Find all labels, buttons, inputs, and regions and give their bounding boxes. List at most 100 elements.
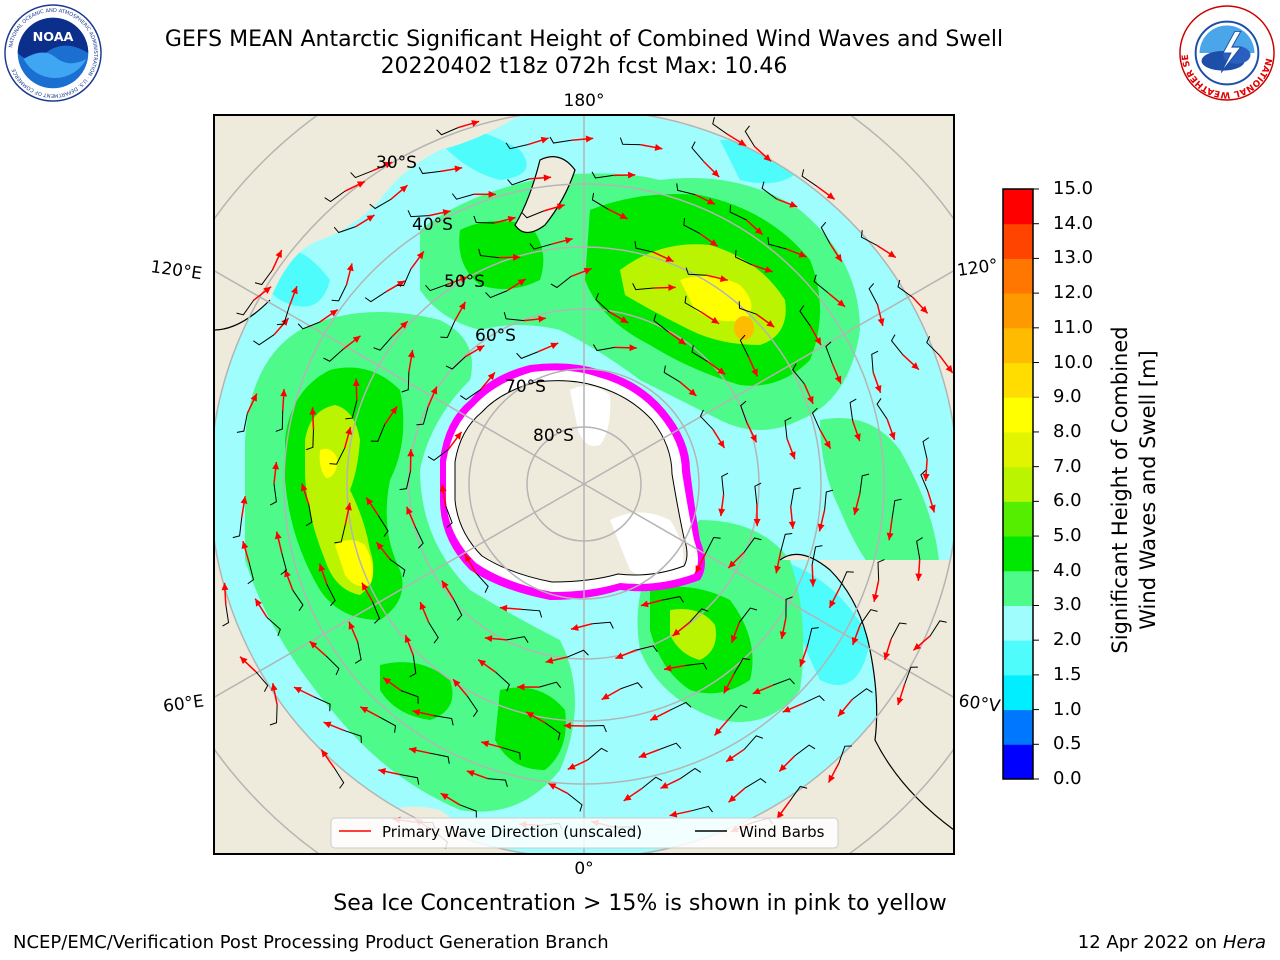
colorbar-segment [1003,605,1033,641]
wind-barb [354,641,362,664]
wind-barb [428,622,439,644]
wind-barb [784,417,792,439]
wind-barb [876,398,888,420]
wave-arrow-head [669,810,678,818]
wave-arrow-head [763,153,772,162]
wave-arrow-head [400,321,408,329]
wave-arrow-head [585,135,594,143]
colorbar-tick-label: 11.0 [1053,316,1094,338]
colorbar-label: Significant Height of Combined Wind Wave… [1108,326,1160,653]
wave-arrow-head [274,531,282,540]
wind-barb [904,666,918,685]
wind-barb [859,473,870,494]
colorbar-tick-label: 1.5 [1053,663,1082,685]
wave-arrow-head [412,709,421,716]
wind-barb [743,735,764,750]
wave-arrow-head [300,483,308,492]
wind-barb [920,469,929,492]
wind-barb [811,407,821,430]
colorbar-tick-label: 14.0 [1053,212,1094,234]
wave-arrow-head [538,315,546,323]
colorbar-segment [1003,327,1033,364]
wind-barb [453,598,463,621]
wave-arrow-head [352,335,361,343]
wave-arrow-head [668,284,676,292]
wind-barb [740,400,748,423]
wind-barb [792,363,805,385]
colorbar-tick-label: 2.0 [1053,629,1082,651]
wind-barb [641,776,663,789]
wave-arrow-head [352,378,360,386]
lat-label-40s: 40°S [412,215,453,235]
wind-barb [247,562,255,585]
wave-arrow-head [323,721,332,729]
wave-arrow-head [563,722,571,730]
wave-arrow-head [384,161,393,169]
wave-arrow-head [318,563,326,572]
wind-barb [396,268,412,287]
wind-barb [592,621,614,629]
wind-barb [683,218,700,234]
wave-arrow-head [663,664,672,672]
wave-arrow-head [263,286,272,294]
footer-date: 12 Apr 2022 on Hera [1078,932,1266,953]
wind-barb [705,536,721,554]
wind-barb [236,299,255,316]
wind-barb [466,695,478,717]
wave-arrow-head [291,286,298,295]
wave-arrow-head [499,604,508,612]
wave-arrow-head [419,602,427,611]
wind-barb [280,552,287,575]
wave-arrow-head [513,253,521,261]
wave-arrow-head [695,565,702,574]
wave-arrow-head [623,793,632,801]
colorbar-tick-label: 0.5 [1053,733,1082,755]
wind-barb [790,487,801,508]
wind-barb [440,320,456,339]
wind-barb [684,295,701,313]
wave-arrow-head [922,473,930,482]
wave-arrow-head [782,705,791,713]
wind-barb [400,690,419,704]
footer-host: Hera [1222,932,1266,953]
wind-barb [811,545,823,565]
wind-barb [343,729,362,744]
wind-barb [632,283,654,291]
wave-arrow-head [751,368,758,377]
colorbar-tick-label: 1.0 [1053,698,1082,720]
wind-barb [436,127,459,136]
wind-barb [691,141,705,162]
wind-barb [595,292,610,313]
wind-barb [389,559,406,577]
wave-arrow-head [221,582,229,591]
colorbar-segment [1003,397,1033,433]
wind-barb [297,321,320,330]
wave-arrow-head [454,165,463,173]
wave-arrow-head [406,506,413,515]
wind-barb [785,596,793,618]
wave-arrow-head [650,713,659,721]
wind-barb [916,537,923,560]
colorbar-segment [1003,744,1033,780]
wave-arrow-head [255,598,262,607]
wave-arrow-head [570,624,579,631]
wind-barb [487,778,508,787]
wave-arrow-head [928,504,936,513]
wave-arrow-head [517,279,526,286]
wave-arrow-head [601,692,610,700]
wind-barb [409,655,417,678]
wind-barb [851,688,873,700]
wind-barb [378,515,389,537]
wave-arrow-head [378,768,386,775]
wind-barb [255,671,269,692]
wind-barb [743,537,762,553]
wave-arrow-head [718,508,726,517]
wave-arrow-head [416,251,424,260]
wave-arrow-head [309,407,317,415]
wave-arrow-head [540,136,549,144]
wind-barb [733,657,751,675]
wind-barb [459,804,477,819]
colorbar-tick-label: 7.0 [1053,455,1082,477]
wave-arrow-head [752,687,761,695]
wave-arrow-head [887,250,896,258]
